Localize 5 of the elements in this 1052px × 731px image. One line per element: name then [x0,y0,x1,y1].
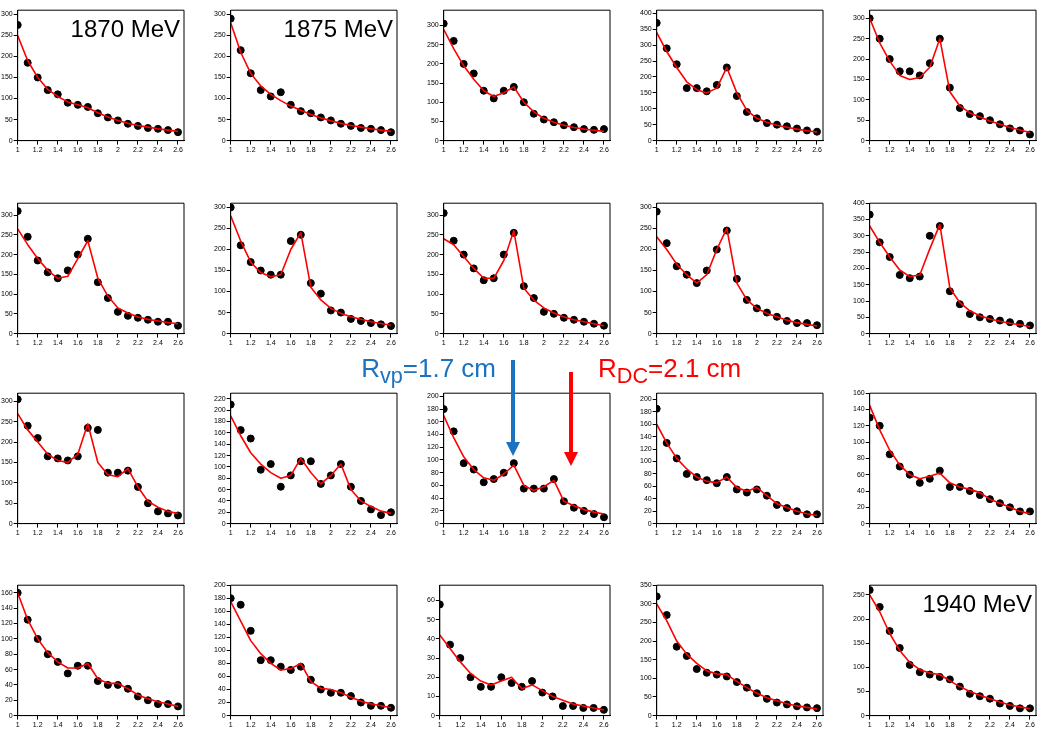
text: R$_{vp}$=1.7 cm [361,353,496,389]
text: R$_{DC}$=2.1 cm [598,353,742,389]
annotation: 1875 MeV [283,15,393,42]
annotation: 1870 MeV [70,15,180,42]
annotation: 1940 MeV [922,590,1032,617]
